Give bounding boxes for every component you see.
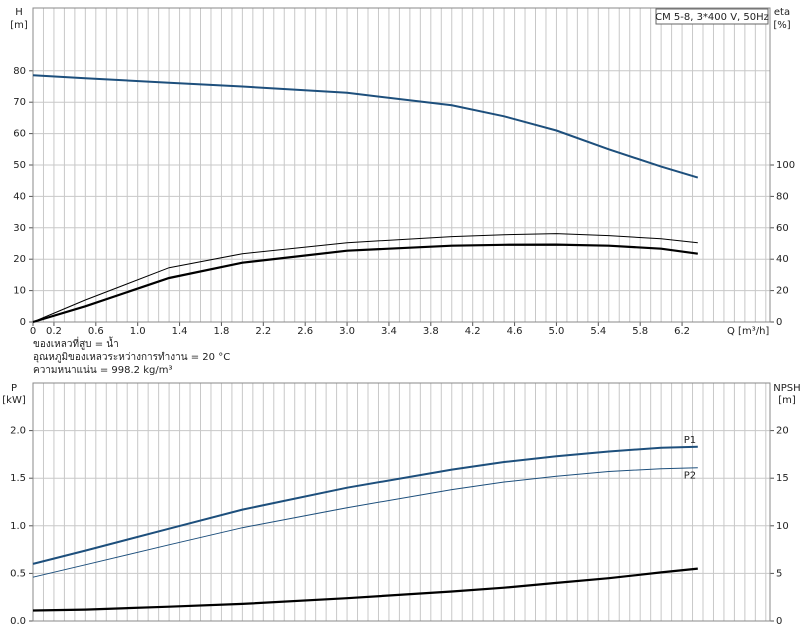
note: อุณหภูมิของเหลวระหว่างการทำงาน = 20 °C [33, 352, 230, 363]
x-tick-label: 5.0 [548, 326, 564, 337]
x-tick-label: 3.4 [381, 326, 397, 337]
chart-title: CM 5-8, 3*400 V, 50Hz [655, 12, 769, 23]
x-tick-label: 5.8 [632, 326, 648, 337]
x-tick-label: 3.8 [423, 326, 439, 337]
y-tick-label: 1.5 [10, 473, 26, 484]
x-tick-label: 1.0 [130, 326, 146, 337]
y2-tick-label: 100 [776, 160, 795, 171]
y-axis-label: H [15, 7, 23, 18]
note: ของเหลวที่สูบ = น้ำ [33, 336, 119, 350]
curve [32, 233, 698, 323]
y2-tick-label: 40 [776, 254, 789, 265]
y-tick-label: 0 [20, 317, 26, 328]
y-tick-label: 30 [13, 223, 26, 234]
curve [32, 243, 698, 324]
y2-axis-unit: [%] [773, 20, 790, 31]
x-tick-label: 5.4 [590, 326, 606, 337]
plot-frame [32, 7, 771, 323]
y-tick-label: 20 [13, 254, 26, 265]
note: ความหนาแน่น = 998.2 kg/m³ [33, 365, 172, 376]
x-tick-label: 2.6 [297, 326, 313, 337]
y-tick-label: 70 [13, 97, 26, 108]
title-box [655, 8, 769, 25]
curve [32, 567, 698, 612]
y2-tick-label: 15 [776, 473, 789, 484]
y2-tick-label: 20 [776, 286, 789, 297]
y-tick-label: 1.0 [10, 521, 26, 532]
x-tick-label: 2.2 [255, 326, 271, 337]
y-tick-label: 10 [13, 286, 26, 297]
y-tick-label: 2.0 [10, 426, 26, 437]
x-tick-label: 4.6 [507, 326, 523, 337]
y2-tick-label: 20 [776, 426, 789, 437]
curve [32, 74, 699, 179]
series-label: P1 [684, 435, 696, 446]
y2-axis-label: eta [774, 7, 790, 18]
y-tick-label: 60 [13, 129, 26, 140]
y2-tick-label: 60 [776, 223, 789, 234]
y2-tick-label: 0 [776, 317, 782, 328]
y2-tick-label: 0 [776, 616, 782, 627]
y2-tick-label: 5 [776, 568, 782, 579]
x-axis-label: Q [m³/h] [727, 326, 769, 337]
y2-tick-label: 10 [776, 521, 789, 532]
y-axis-unit: [kW] [2, 395, 26, 406]
x-tick-label: 6.2 [674, 326, 690, 337]
plot-frame [32, 382, 771, 622]
x-tick-label: 4.2 [465, 326, 481, 337]
y-axis-unit: [m] [10, 20, 28, 31]
y-axis-label: P [11, 383, 17, 394]
curve [32, 445, 698, 565]
y-tick-label: 80 [13, 66, 26, 77]
y2-axis-unit: [m] [778, 395, 796, 406]
y-tick-label: 40 [13, 191, 26, 202]
x-tick-label: 1.4 [172, 326, 188, 337]
y-tick-label: 50 [13, 160, 26, 171]
y-tick-label: 0.0 [10, 616, 26, 627]
x-tick-label: 0.6 [88, 326, 104, 337]
x-tick-label: 3.0 [339, 326, 355, 337]
y2-axis-label: NPSH [773, 383, 800, 394]
curve [32, 467, 698, 578]
y2-tick-label: 80 [776, 191, 789, 202]
series-label: P2 [684, 471, 696, 482]
y-tick-label: 0.5 [10, 568, 26, 579]
x-tick-label: 0.2 [46, 326, 62, 337]
x-tick-label: 1.8 [213, 326, 229, 337]
x-tick-label: 0 [30, 326, 36, 337]
